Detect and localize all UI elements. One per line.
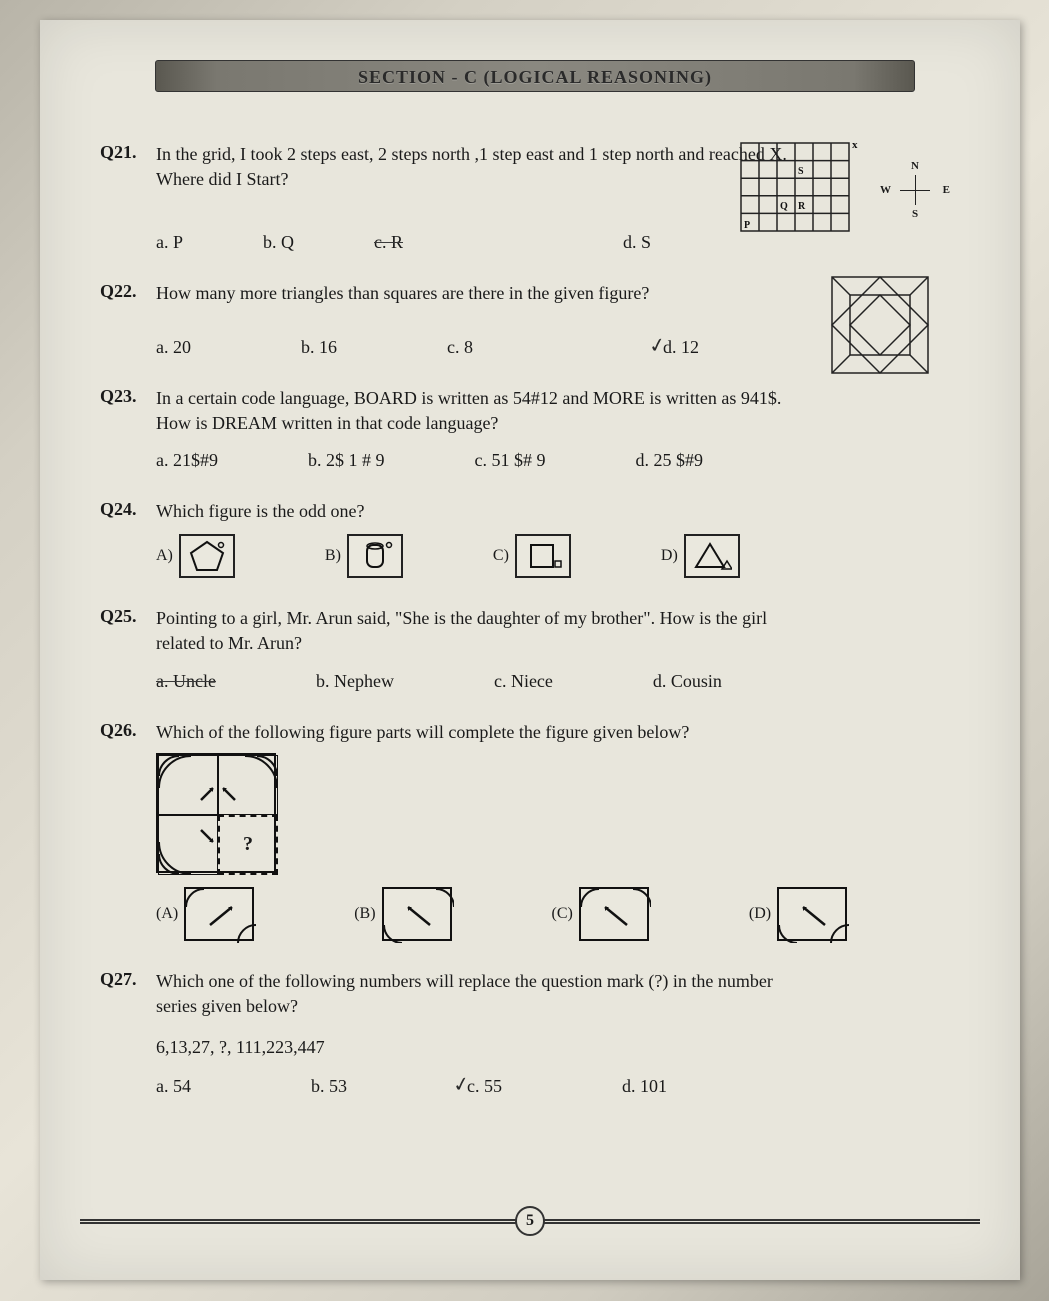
q26-label-d: (D)	[749, 905, 771, 923]
q22-number: Q22.	[100, 281, 156, 302]
q27-series: 6,13,27, ?, 111,223,447	[156, 1037, 970, 1058]
q24-opt-b[interactable]: B)	[325, 534, 403, 578]
q21-opt-b[interactable]: b. Q	[263, 232, 294, 253]
q25-opt-a[interactable]: a. Uncle	[156, 671, 216, 692]
q22-figure	[830, 275, 930, 375]
grid-label-s: S	[798, 166, 804, 177]
q22-opt-a[interactable]: a. 20	[156, 337, 191, 358]
grid-label-x: x	[852, 142, 858, 151]
page-number: 5	[515, 1206, 545, 1236]
compass-s: S	[912, 208, 918, 220]
q24-number: Q24.	[100, 499, 156, 520]
q24-shape-cylinder	[347, 534, 403, 578]
q26-question-cell: ?	[218, 815, 278, 875]
q27-opt-b[interactable]: b. 53	[311, 1076, 347, 1097]
q26-text: Which of the following figure parts will…	[156, 720, 970, 745]
question-25: Q25. Pointing to a girl, Mr. Arun said, …	[100, 606, 970, 691]
q23-opt-c[interactable]: c. 51 $# 9	[475, 450, 546, 471]
q26-opt-b[interactable]: (B)	[354, 887, 451, 941]
q26-number: Q26.	[100, 720, 156, 741]
q26-opt-d[interactable]: (D)	[749, 887, 847, 941]
q24-text: Which figure is the odd one?	[156, 499, 970, 524]
section-header: SECTION - C (LOGICAL REASONING)	[155, 60, 915, 92]
q24-shape-triangle	[684, 534, 740, 578]
q23-opt-b[interactable]: b. 2$ 1 # 9	[308, 450, 385, 471]
q27-text-line1: Which one of the following numbers will …	[156, 969, 970, 994]
q27-number: Q27.	[100, 969, 156, 990]
question-22: Q22. How many more triangles than square…	[100, 281, 970, 357]
q23-number: Q23.	[100, 386, 156, 407]
question-23: Q23. In a certain code language, BOARD i…	[100, 386, 970, 471]
grid-label-r: R	[798, 201, 806, 212]
q26-opt-a[interactable]: (A)	[156, 887, 254, 941]
q25-opt-d[interactable]: d. Cousin	[653, 671, 722, 692]
q21-opt-a[interactable]: a. P	[156, 232, 183, 253]
q24-opt-d[interactable]: D)	[661, 534, 740, 578]
q27-opt-c[interactable]: c. 55	[467, 1076, 502, 1097]
grid-label-p: P	[744, 220, 750, 231]
q24-label-c: C)	[493, 547, 509, 565]
q25-opt-b[interactable]: b. Nephew	[316, 671, 394, 692]
q21-number: Q21.	[100, 142, 156, 163]
q26-label-a: (A)	[156, 905, 178, 923]
q21-compass: N S W E	[880, 160, 950, 220]
q27-opt-a[interactable]: a. 54	[156, 1076, 191, 1097]
question-21: Q21. In the grid, I took 2 steps east, 2…	[100, 142, 970, 253]
q22-opt-c[interactable]: c. 8	[447, 337, 473, 358]
question-24: Q24. Which figure is the odd one? A) B) …	[100, 499, 970, 578]
q24-opt-c[interactable]: C)	[493, 534, 571, 578]
q24-opt-a[interactable]: A)	[156, 534, 235, 578]
q22-opt-d[interactable]: d. 12	[663, 337, 699, 358]
q23-opt-d[interactable]: d. 25 $#9	[636, 450, 704, 471]
q22-opt-b[interactable]: b. 16	[301, 337, 337, 358]
q24-label-d: D)	[661, 547, 678, 565]
q23-text-line1: In a certain code language, BOARD is wri…	[156, 386, 970, 411]
q25-text-line1: Pointing to a girl, Mr. Arun said, "She …	[156, 606, 970, 631]
q24-label-b: B)	[325, 547, 341, 565]
q21-grid-diagram: S Q R P x	[740, 142, 860, 232]
q26-label-c: (C)	[552, 905, 573, 923]
q21-opt-c[interactable]: c. R	[374, 232, 403, 253]
compass-w: W	[880, 184, 891, 196]
q24-label-a: A)	[156, 547, 173, 565]
question-26: Q26. Which of the following figure parts…	[100, 720, 970, 941]
compass-n: N	[911, 160, 919, 172]
q24-shape-pentagon	[179, 534, 235, 578]
q26-main-figure: ?	[156, 753, 970, 873]
q25-number: Q25.	[100, 606, 156, 627]
question-27: Q27. Which one of the following numbers …	[100, 969, 970, 1097]
q23-text-line2: How is DREAM written in that code langua…	[156, 411, 970, 436]
q26-label-b: (B)	[354, 905, 375, 923]
q24-shape-square	[515, 534, 571, 578]
q21-opt-d[interactable]: d. S	[623, 232, 651, 253]
q25-text-line2: related to Mr. Arun?	[156, 631, 970, 656]
compass-e: E	[943, 184, 950, 196]
q26-opt-c[interactable]: (C)	[552, 887, 649, 941]
q23-opt-a[interactable]: a. 21$#9	[156, 450, 218, 471]
q27-opt-d[interactable]: d. 101	[622, 1076, 667, 1097]
q27-text-line2: series given below?	[156, 994, 970, 1019]
grid-label-q: Q	[780, 201, 788, 212]
q25-opt-c[interactable]: c. Niece	[494, 671, 553, 692]
